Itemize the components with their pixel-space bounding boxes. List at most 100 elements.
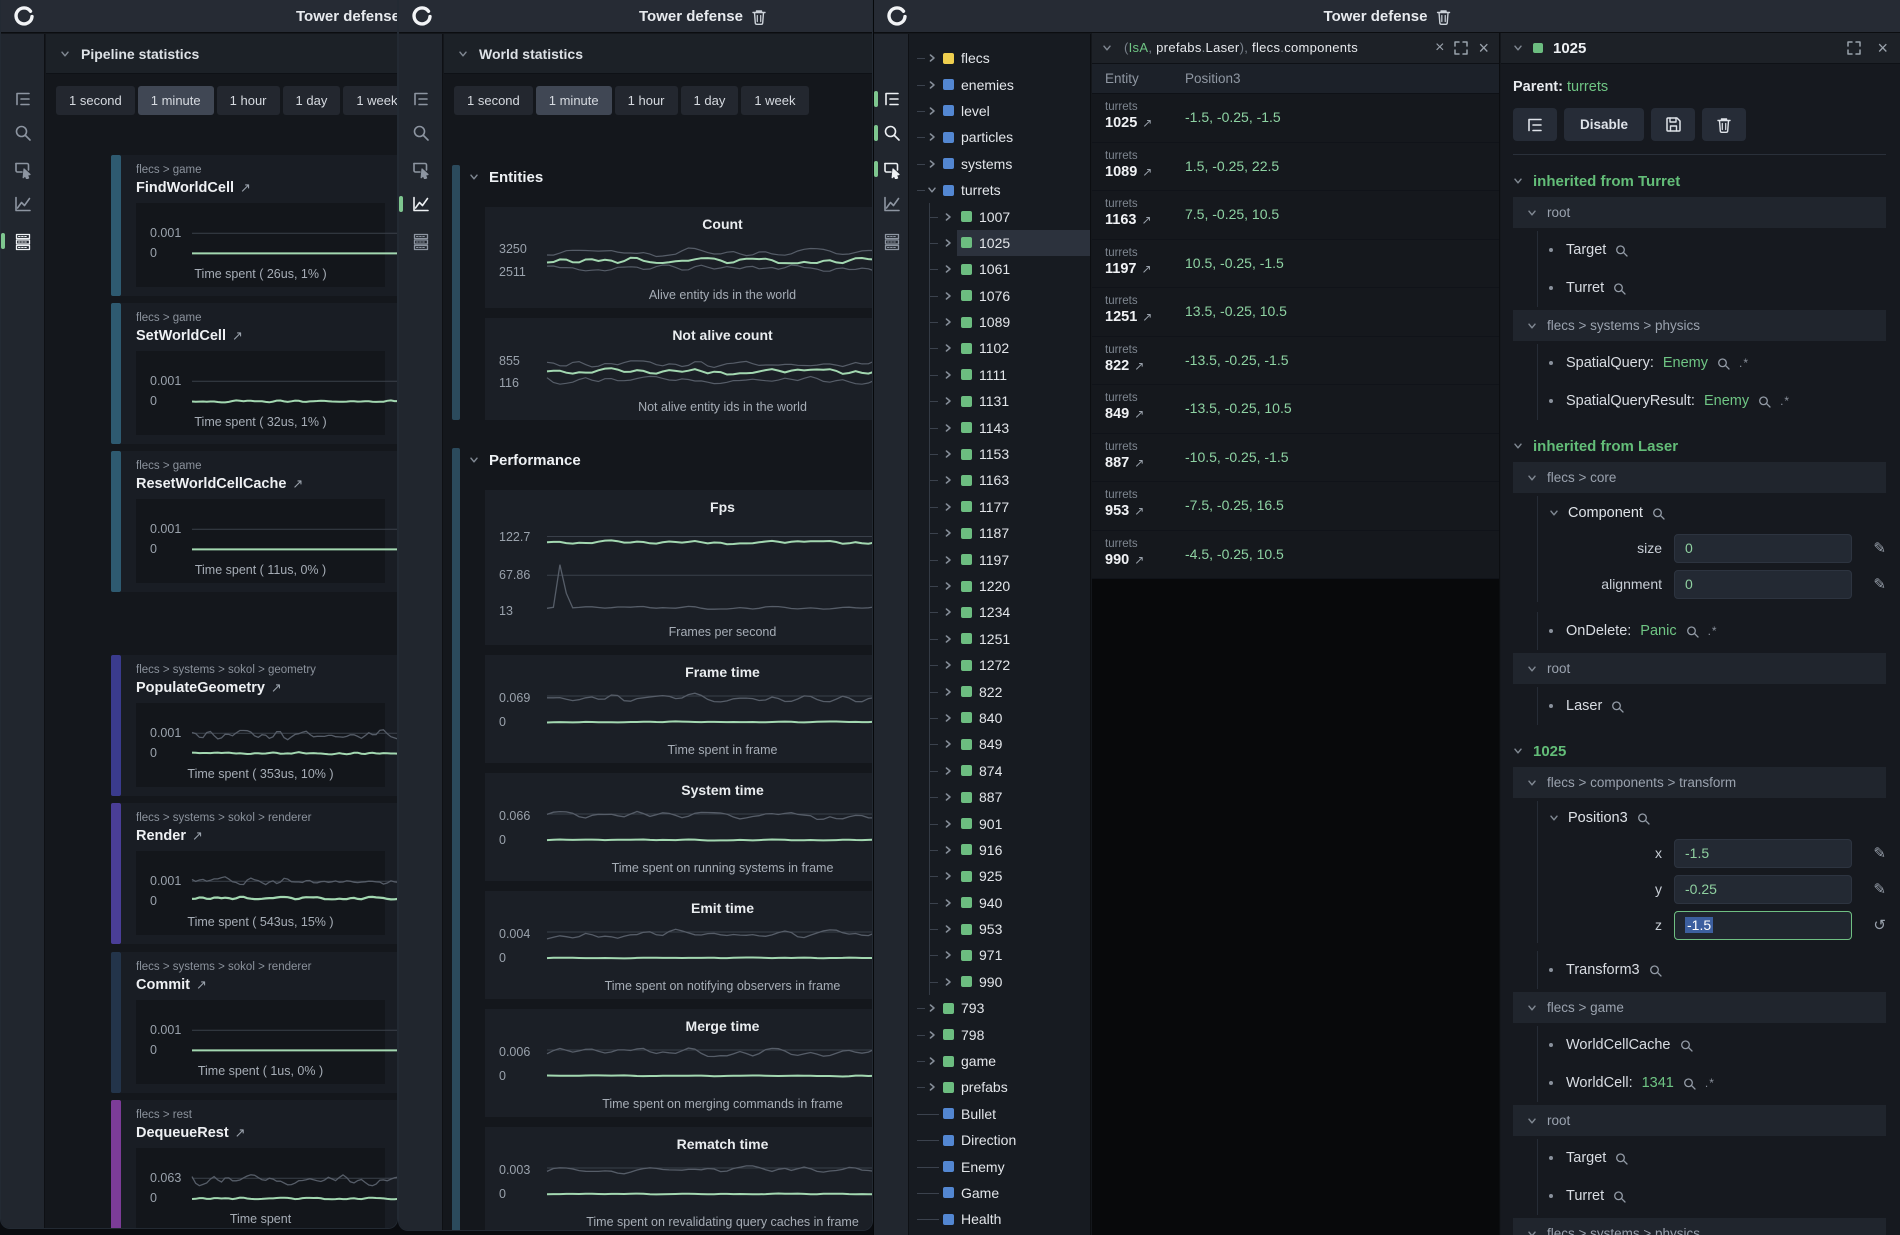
module-section-header[interactable]: root [1513, 1105, 1886, 1136]
expand-chevron-icon[interactable] [927, 159, 937, 169]
collapse-chevron-icon[interactable] [1527, 1229, 1537, 1235]
tree-item-822[interactable]: 822 [909, 678, 1090, 705]
expand-chevron-icon[interactable] [943, 343, 953, 353]
search-icon[interactable] [1611, 700, 1624, 713]
collapse-chevron-icon[interactable] [60, 49, 70, 59]
row-entity-link[interactable]: 849 ↗ [1105, 406, 1145, 422]
query-result-row[interactable]: turrets 1163 ↗ 7.5, -0.25, 10.5 [1092, 191, 1499, 240]
counters-icon[interactable] [411, 231, 431, 251]
tree-item-1025[interactable]: 1025 [909, 229, 1090, 257]
tree-item-887[interactable]: 887 [909, 783, 1090, 811]
expand-chevron-icon[interactable] [943, 291, 953, 301]
tab-1-hour[interactable]: 1 hour [614, 86, 678, 115]
collapse-chevron-icon[interactable] [1527, 1116, 1537, 1126]
chart-icon[interactable] [13, 194, 33, 214]
tag-value-link[interactable]: Enemy [1703, 393, 1750, 409]
search-icon[interactable] [1649, 964, 1662, 977]
tag-value-link[interactable]: Enemy [1662, 355, 1708, 371]
tab-1-minute[interactable]: 1 minute [137, 86, 214, 115]
search-icon[interactable] [1652, 507, 1665, 520]
expand-chevron-icon[interactable] [943, 977, 953, 987]
tree-item-enemies[interactable]: enemies [909, 71, 1090, 97]
tree-item-1163[interactable]: 1163 [909, 467, 1090, 494]
edit-pencil-icon[interactable]: ✎ [1873, 844, 1886, 862]
tab-1-day[interactable]: 1 day [282, 86, 341, 115]
tree-icon[interactable] [882, 89, 902, 109]
collapse-chevron-icon[interactable] [1513, 441, 1523, 451]
query-result-row[interactable]: turrets 953 ↗ -7.5, -0.25, 16.5 [1092, 482, 1499, 531]
expand-chevron-icon[interactable] [943, 370, 953, 380]
tree-item-1131[interactable]: 1131 [909, 388, 1090, 415]
query-result-row[interactable]: turrets 1025 ↗ -1.5, -0.25, -1.5 [1092, 94, 1499, 143]
module-section-header[interactable]: root [1513, 653, 1886, 684]
query-result-row[interactable]: turrets 822 ↗ -13.5, -0.25, -1.5 [1092, 337, 1499, 385]
edit-pencil-icon[interactable]: ✎ [1873, 539, 1886, 557]
expand-chevron-icon[interactable] [943, 212, 953, 222]
collapse-chevron-icon[interactable] [1527, 778, 1537, 788]
counters-icon[interactable] [882, 231, 902, 251]
tree-item-971[interactable]: 971 [909, 942, 1090, 969]
expand-chevron-icon[interactable] [943, 634, 953, 644]
select-box-icon[interactable] [411, 159, 431, 179]
close-panel-icon[interactable]: × [1478, 37, 1489, 58]
expand-chevron-icon[interactable] [943, 581, 953, 591]
row-entity-link[interactable]: 887 ↗ [1105, 454, 1145, 471]
row-entity-link[interactable]: 1163 ↗ [1105, 212, 1152, 228]
search-icon[interactable] [882, 123, 902, 143]
inheritance-header[interactable]: 1025 [1513, 738, 1886, 764]
tree-item-flecs[interactable]: flecs [909, 45, 1090, 71]
collapse-chevron-icon[interactable] [1527, 321, 1537, 331]
search-icon[interactable] [1683, 1077, 1696, 1090]
column-header-entity[interactable]: Entity [1105, 71, 1139, 86]
expand-chevron-icon[interactable] [943, 238, 953, 248]
tab-1-second[interactable]: 1 second [454, 86, 533, 115]
undo-icon[interactable]: ↺ [1873, 916, 1886, 934]
system-link[interactable]: FindWorldCell ↗ [136, 180, 251, 196]
row-entity-link[interactable]: 990 ↗ [1105, 551, 1145, 568]
search-icon[interactable] [411, 123, 431, 143]
tree-item-925[interactable]: 925 [909, 863, 1090, 890]
tag-value-link[interactable]: Panic [1640, 623, 1677, 639]
tree-item-particles[interactable]: particles [909, 124, 1090, 150]
expand-chevron-icon[interactable] [943, 898, 953, 908]
module-section-header[interactable]: flecs > game [1513, 992, 1886, 1023]
expand-chevron-icon[interactable] [927, 1082, 937, 1092]
tree-item-1187[interactable]: 1187 [909, 520, 1090, 547]
search-icon[interactable] [1680, 1039, 1693, 1052]
collapse-chevron-icon[interactable] [1513, 176, 1523, 186]
search-icon[interactable] [1613, 1190, 1626, 1203]
system-link[interactable]: DequeueRest ↗ [136, 1125, 246, 1141]
tree-item-1197[interactable]: 1197 [909, 546, 1090, 573]
edit-pencil-icon[interactable]: ✎ [1873, 575, 1886, 593]
delete-world-icon[interactable] [752, 9, 766, 25]
inheritance-header[interactable]: inherited from Laser [1513, 433, 1886, 459]
expand-chevron-icon[interactable] [943, 475, 953, 485]
pair-wildcard-icon[interactable]: .* [1704, 1076, 1715, 1090]
expand-chevron-icon[interactable] [943, 264, 953, 274]
expand-chevron-icon[interactable] [943, 687, 953, 697]
expand-chevron-icon[interactable] [943, 502, 953, 512]
tree-item-1153[interactable]: 1153 [909, 440, 1090, 468]
query-result-row[interactable]: turrets 887 ↗ -10.5, -0.25, -1.5 [1092, 434, 1499, 482]
tab-1-minute[interactable]: 1 minute [535, 86, 612, 115]
tree-item-1251[interactable]: 1251 [909, 625, 1090, 652]
tree-item-849[interactable]: 849 [909, 731, 1090, 758]
tree-item-game[interactable]: game [909, 1048, 1090, 1074]
collapse-chevron-icon[interactable] [1513, 43, 1523, 53]
query-result-row[interactable]: turrets 1089 ↗ 1.5, -0.25, 22.5 [1092, 143, 1499, 191]
module-section-header[interactable]: flecs > systems > physics [1513, 1218, 1886, 1235]
tree-item-level[interactable]: level [909, 98, 1090, 124]
expand-panel-icon[interactable] [1454, 41, 1469, 55]
entity-parent-link[interactable]: turrets [1567, 79, 1609, 95]
query-result-row[interactable]: turrets 1197 ↗ 10.5, -0.25, -1.5 [1092, 240, 1499, 288]
chart-icon[interactable] [411, 194, 431, 214]
tree-item-1111[interactable]: 1111 [909, 361, 1090, 389]
row-entity-link[interactable]: 1251 ↗ [1105, 309, 1153, 325]
tree-item-turrets[interactable]: turrets [909, 177, 1090, 203]
expand-chevron-icon[interactable] [927, 53, 937, 63]
field-input-z[interactable]: -1.5 [1674, 910, 1853, 940]
tree-item-990[interactable]: 990 [909, 968, 1090, 996]
collapse-chevron-icon[interactable] [458, 49, 468, 59]
collapse-chevron-icon[interactable] [469, 172, 479, 182]
tree-item-prefabs[interactable]: prefabs [909, 1074, 1090, 1100]
